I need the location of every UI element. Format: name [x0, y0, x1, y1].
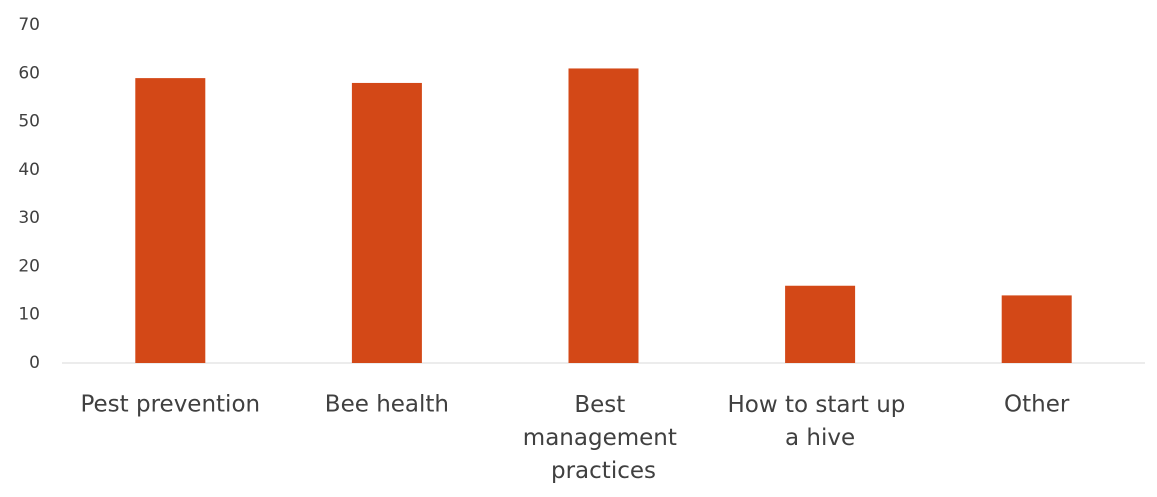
y-tick-label: 20 — [18, 256, 40, 276]
bar — [135, 78, 206, 363]
y-tick-label: 0 — [29, 353, 40, 373]
bar — [1001, 295, 1072, 363]
x-tick-label: Other — [1004, 392, 1070, 418]
bar — [568, 68, 639, 363]
x-tick-label: Best management practices — [523, 392, 684, 484]
bar — [785, 285, 856, 363]
y-tick-label: 40 — [18, 160, 40, 180]
y-tick-label: 10 — [18, 305, 40, 325]
y-tick-label: 60 — [18, 63, 40, 83]
x-tick-label: Bee health — [325, 392, 449, 418]
y-tick-label: 70 — [18, 15, 40, 35]
bar — [351, 82, 422, 363]
y-tick-label: 30 — [18, 208, 40, 228]
x-tick-label: How to start up a hive — [727, 392, 912, 451]
y-tick-label: 50 — [18, 112, 40, 132]
x-tick-label: Pest prevention — [80, 392, 260, 418]
